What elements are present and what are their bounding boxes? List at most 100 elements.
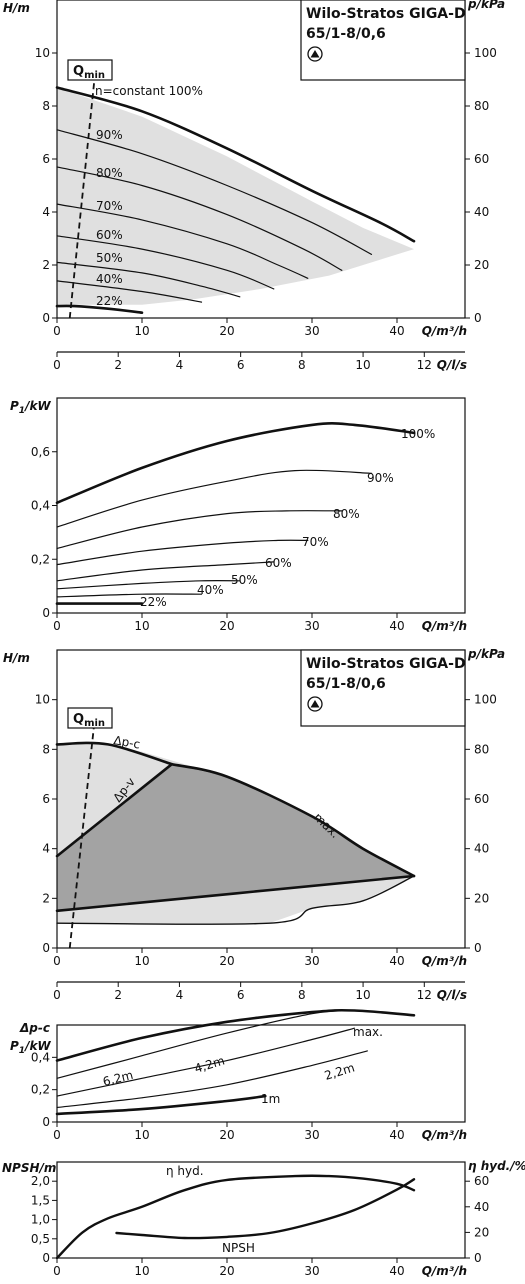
x-tick-label: 10: [134, 1264, 149, 1278]
x-tick-label: 30: [304, 619, 319, 633]
y-tick-label: 0: [42, 941, 50, 955]
y2-tick-label: 40: [474, 1200, 489, 1214]
secondary-x-tick-label: 12: [417, 988, 432, 1002]
x-tick-label: 20: [219, 954, 234, 968]
y2-tick-label: 40: [474, 842, 489, 856]
series-label: 22%: [140, 595, 167, 609]
x-tick-label: 30: [304, 954, 319, 968]
plot-frame-3: [56, 1024, 466, 1123]
x-tick-label: 0: [53, 1264, 61, 1278]
x-axis-label: Q/m³/h: [422, 1128, 467, 1142]
series-line-6: [56, 280, 203, 303]
series-label: 4,2m: [193, 1053, 227, 1075]
x-tick-label: 30: [304, 1264, 319, 1278]
secondary-x-label: Q/l/s: [437, 358, 467, 372]
y-tick-label: 6: [42, 152, 50, 166]
x-tick-label: 30: [304, 1128, 319, 1142]
series-line-5: [56, 261, 241, 298]
y-tick-label: 1,5: [31, 1193, 50, 1207]
secondary-x-tick-label: 0: [53, 358, 61, 372]
series-line-2: [56, 1027, 356, 1097]
y2-tick-label: 40: [474, 205, 489, 219]
y2-tick-label: 60: [474, 152, 489, 166]
y-axis-label-unit: /kW: [23, 1039, 51, 1053]
y2-tick-label: 80: [474, 742, 489, 756]
y2-axis-label: p/kPa: [467, 647, 505, 661]
x-tick-label: 10: [134, 619, 149, 633]
secondary-x-tick-label: 10: [355, 988, 370, 1002]
x-tick-label: 20: [219, 1128, 234, 1142]
qmin-line: [68, 71, 97, 319]
series-line-1: [115, 1178, 416, 1240]
y-tick-label: 1,0: [31, 1213, 50, 1227]
y-tick-label: 0,4: [31, 499, 50, 513]
y-axis-label: H/m: [3, 1, 30, 15]
series-label: 40%: [96, 272, 123, 286]
series-line-0: [55, 1174, 416, 1260]
series-line-3: [55, 874, 416, 913]
series-line-4: [55, 1094, 267, 1116]
y2-tick-label: 80: [474, 99, 489, 113]
x-tick-label: 40: [389, 324, 404, 338]
qmin-sub: min: [84, 718, 105, 729]
secondary-x-tick-label: 12: [417, 358, 432, 372]
series-label: 100%: [401, 427, 435, 441]
series-label: η hyd.: [166, 1164, 204, 1178]
y-axis-label: H/m: [3, 651, 30, 665]
series-line-6: [56, 593, 203, 598]
secondary-x-tick-label: 8: [298, 988, 306, 1002]
series-line-3: [56, 539, 309, 566]
x-tick-label: 10: [134, 1128, 149, 1142]
y2-tick-label: 100: [474, 693, 497, 707]
y2-axis-label: η hyd./%: [468, 1159, 525, 1173]
y-axis-label: NPSH/m: [2, 1161, 56, 1175]
x-tick-label: 0: [53, 619, 61, 633]
series-label: 60%: [96, 228, 123, 242]
y2-tick-label: 0: [474, 311, 482, 325]
y-axis-label-sub: 1: [19, 1046, 25, 1056]
series-line-5: [56, 579, 241, 590]
y2-tick-label: 60: [474, 1174, 489, 1188]
secondary-x-tick-label: 4: [176, 358, 184, 372]
x-tick-label: 20: [219, 619, 234, 633]
series-label: 60%: [265, 556, 292, 570]
x-tick-label: 30: [304, 324, 319, 338]
x-tick-label: 0: [53, 954, 61, 968]
series-label: n=constant 100%: [95, 84, 203, 98]
x-tick-label: 40: [389, 954, 404, 968]
x-axis-label: Q/m³/h: [422, 324, 467, 338]
series-line-4: [56, 561, 275, 582]
series-line-1: [56, 1009, 356, 1079]
chart-title: Wilo-Stratos GIGA-D: [306, 6, 466, 22]
y-tick-label: 10: [35, 693, 50, 707]
series-line-0: [55, 422, 416, 505]
y2-tick-label: 100: [474, 46, 497, 60]
series-line-3: [56, 1050, 368, 1109]
secondary-x-tick-label: 6: [237, 988, 245, 1002]
y-tick-label: 0: [42, 606, 50, 620]
secondary-x-tick-label: 10: [355, 358, 370, 372]
series-label: 80%: [333, 507, 360, 521]
secondary-x-label: Q/l/s: [437, 988, 467, 1002]
series-label: 80%: [96, 166, 123, 180]
series-line-0: [55, 86, 416, 243]
series-line-4: [56, 875, 415, 925]
secondary-x-tick-label: 2: [114, 988, 122, 1002]
chart-title: Wilo-Stratos GIGA-D: [306, 656, 466, 672]
series-line-1: [56, 469, 373, 528]
x-tick-label: 20: [219, 1264, 234, 1278]
series-label: max.: [353, 1025, 383, 1039]
y-tick-label: 0,2: [31, 552, 50, 566]
y-tick-label: 0,4: [31, 1050, 50, 1064]
series-line-3: [56, 203, 309, 279]
wilo-triangle-icon: [310, 50, 320, 58]
y-tick-label: 0: [42, 1251, 50, 1265]
plot-frame-4: [56, 1161, 466, 1259]
series-line-4: [56, 235, 275, 290]
series-line-2: [56, 166, 343, 271]
y2-tick-label: 20: [474, 891, 489, 905]
chart-subtitle: 65/1-8/0,6: [306, 26, 386, 42]
x-axis-label: Q/m³/h: [422, 1264, 467, 1278]
y-axis-label-top: Δp-c: [19, 1021, 50, 1035]
